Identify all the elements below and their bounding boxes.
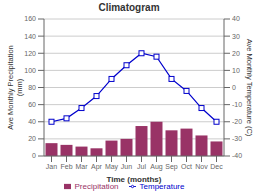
- html-text:Temperature: Temperature: [139, 182, 185, 191]
- svg-text:100: 100: [24, 67, 36, 74]
- svg-text:-40: -40: [232, 152, 242, 159]
- svg-text:Apr: Apr: [91, 163, 103, 171]
- html-text:Precipitation: Precipitation: [74, 182, 119, 191]
- svg-text:Dec: Dec: [210, 163, 223, 170]
- svg-text:-20: -20: [232, 118, 242, 125]
- svg-text:0: 0: [32, 152, 36, 159]
- svg-text:20: 20: [28, 135, 36, 142]
- html-text:Climatogram: Climatogram: [98, 2, 160, 13]
- svg-text:0: 0: [232, 84, 236, 91]
- svg-text:10: 10: [232, 67, 240, 74]
- svg-text:Oct: Oct: [181, 163, 192, 170]
- svg-text:140: 140: [24, 33, 36, 40]
- svg-text:40: 40: [28, 118, 36, 125]
- svg-text:30: 30: [232, 33, 240, 40]
- svg-text:60: 60: [28, 101, 36, 108]
- svg-text:Jul: Jul: [137, 163, 146, 170]
- svg-text:Sep: Sep: [165, 163, 178, 171]
- svg-text:-10: -10: [232, 101, 242, 108]
- svg-text:Mar: Mar: [75, 163, 88, 170]
- svg-text:20: 20: [232, 50, 240, 57]
- svg-text:160: 160: [24, 15, 36, 22]
- svg-text:-30: -30: [232, 135, 242, 142]
- svg-text:80: 80: [28, 84, 36, 91]
- svg-text:120: 120: [24, 50, 36, 57]
- svg-text:May: May: [105, 163, 119, 171]
- svg-text:Jan: Jan: [46, 163, 57, 170]
- svg-text:Jun: Jun: [121, 163, 132, 170]
- svg-text:Aug: Aug: [150, 163, 163, 171]
- svg-text:Time (months): Time (months): [107, 175, 162, 184]
- svg-text:Nov: Nov: [195, 163, 208, 170]
- svg-text:Feb: Feb: [60, 163, 72, 170]
- svg-text:(mm): (mm): [15, 78, 24, 96]
- svg-text:40: 40: [232, 15, 240, 22]
- svg-text:Ave Monthly Temperature (C): Ave Monthly Temperature (C): [245, 39, 251, 137]
